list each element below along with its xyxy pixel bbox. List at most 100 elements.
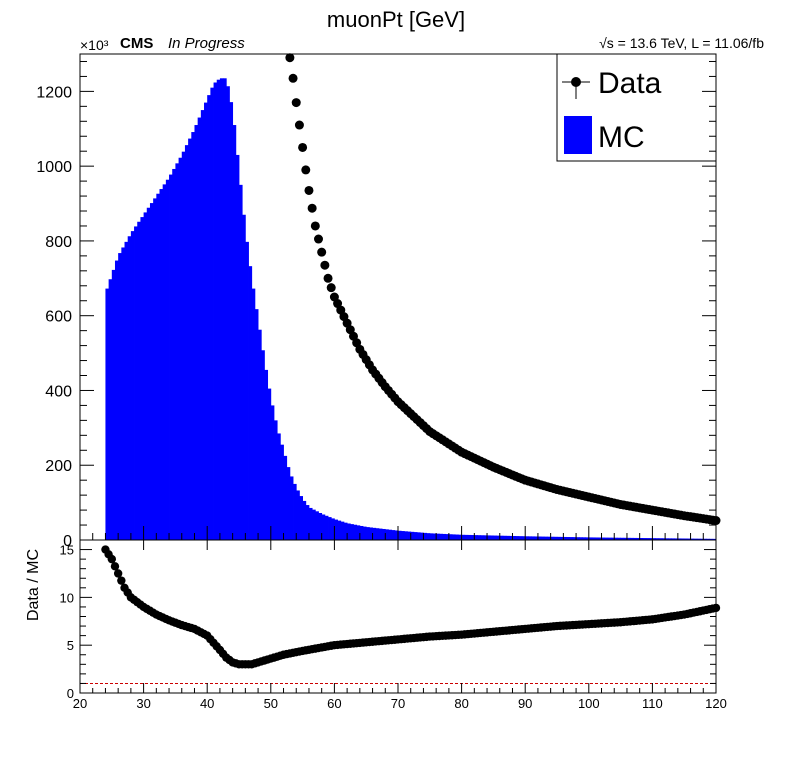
- x-tick-label: 120: [705, 696, 727, 711]
- mc-histogram-bar: [696, 538, 701, 540]
- mc-histogram-bar: [146, 207, 151, 541]
- mc-histogram-bar: [674, 538, 679, 540]
- mc-histogram-bar: [623, 537, 628, 540]
- mc-histogram-bar: [293, 483, 297, 540]
- mc-histogram-bar: [270, 405, 275, 540]
- mc-histogram-bar: [162, 184, 167, 540]
- data-point: [301, 165, 311, 175]
- mc-histogram-bar: [588, 537, 593, 540]
- mc-histogram-bar: [207, 95, 211, 541]
- mc-histogram-bar: [315, 511, 319, 540]
- mc-histogram-bar: [436, 533, 440, 540]
- mc-histogram-bar: [111, 269, 116, 540]
- mc-histogram-bar: [471, 535, 475, 540]
- mc-histogram-bar: [525, 536, 529, 540]
- data-point: [307, 203, 317, 213]
- chart-title: muonPt [GeV]: [327, 7, 465, 32]
- mc-histogram-bar: [690, 538, 695, 540]
- mc-histogram-bar: [595, 537, 599, 540]
- mc-histogram-bar: [127, 236, 132, 540]
- mc-histogram-bar: [181, 151, 186, 541]
- mc-histogram-bar: [114, 260, 119, 540]
- mc-histogram-bar: [709, 538, 714, 540]
- mc-histogram-bar: [474, 535, 478, 540]
- mc-histogram-bar: [531, 536, 536, 540]
- mc-histogram-bar: [312, 509, 316, 541]
- mc-histogram-bar: [404, 531, 408, 540]
- mc-histogram-bar: [534, 536, 539, 540]
- mc-histogram-bar: [159, 189, 164, 541]
- mc-histogram-bar: [528, 536, 532, 540]
- mc-histogram-bar: [426, 533, 431, 540]
- mc-histogram-bar: [184, 145, 189, 541]
- mc-histogram-bar: [137, 221, 141, 540]
- mc-histogram-bar: [350, 524, 354, 540]
- mc-histogram-bar: [417, 532, 421, 540]
- mc-histogram-bar: [410, 531, 415, 540]
- mc-histogram-bar: [194, 125, 199, 540]
- ratio-y-tick-label: 5: [67, 638, 74, 653]
- mc-histogram-bar: [258, 329, 262, 540]
- ratio-point: [113, 569, 123, 578]
- x-tick-label: 60: [327, 696, 341, 711]
- mc-histogram-bar: [347, 523, 351, 540]
- data-point: [310, 221, 320, 231]
- mc-histogram-bar: [283, 455, 288, 540]
- mc-histogram-bar: [353, 524, 358, 540]
- mc-histogram-bar: [210, 87, 214, 541]
- mc-histogram-bar: [178, 157, 183, 541]
- mc-histogram-bar: [461, 534, 466, 540]
- mc-histogram-bar: [547, 536, 552, 540]
- ratio-point: [110, 562, 120, 571]
- mc-histogram-bar: [569, 537, 574, 540]
- mc-histogram-bar: [385, 529, 389, 540]
- cms-label: CMS: [120, 35, 153, 52]
- mc-histogram-bar: [169, 174, 173, 540]
- mc-histogram-bar: [318, 512, 323, 540]
- mc-histogram-bar: [572, 537, 577, 540]
- mc-histogram-bar: [557, 536, 561, 540]
- mc-histogram-bar: [614, 537, 618, 540]
- mc-histogram-bar: [394, 530, 399, 540]
- mc-histogram-bar: [668, 538, 672, 540]
- mc-histogram-bar: [518, 536, 523, 540]
- mc-histogram-bar: [512, 536, 517, 540]
- mc-histogram-bar: [273, 420, 278, 540]
- mc-histogram-bar: [585, 537, 590, 540]
- mc-histogram-bar: [493, 535, 497, 540]
- mc-histogram-bar: [687, 538, 691, 540]
- ratio-y-tick-label: 0: [67, 686, 74, 701]
- mc-histogram-bar: [340, 521, 345, 540]
- mc-histogram-bar: [321, 514, 326, 540]
- x-tick-label: 50: [264, 696, 278, 711]
- mc-histogram-bar: [149, 203, 154, 540]
- ratio-point: [107, 554, 117, 564]
- mc-histogram-bar: [331, 518, 335, 540]
- mc-histogram-bar: [630, 537, 634, 540]
- mc-histogram-bar: [642, 538, 647, 540]
- mc-histogram-bar: [401, 531, 405, 540]
- mc-histogram-bar: [550, 536, 555, 540]
- mc-histogram-bar: [239, 184, 243, 540]
- data-point: [298, 142, 308, 152]
- mc-histogram-bar: [496, 535, 501, 540]
- data-point: [317, 247, 327, 257]
- mc-histogram-bar: [369, 527, 373, 540]
- mc-histogram-bar: [448, 534, 453, 540]
- data-point: [320, 260, 330, 270]
- mc-histogram-bar: [130, 231, 135, 541]
- mc-histogram-bar: [677, 538, 682, 540]
- mc-histogram-bar: [245, 241, 249, 541]
- data-point: [304, 185, 314, 195]
- ratio-pad-frame: [79, 539, 717, 694]
- mc-histogram-bar: [299, 496, 303, 540]
- mc-histogram-bar: [445, 534, 450, 540]
- mc-histogram-bar: [302, 500, 307, 540]
- main-y-tick-label: 800: [45, 234, 72, 251]
- mc-histogram-bar: [582, 537, 587, 540]
- mc-histogram-bar: [509, 535, 513, 540]
- mc-histogram-bar: [200, 110, 205, 540]
- mc-histogram-bar: [219, 78, 224, 541]
- mc-histogram-bar: [665, 538, 669, 540]
